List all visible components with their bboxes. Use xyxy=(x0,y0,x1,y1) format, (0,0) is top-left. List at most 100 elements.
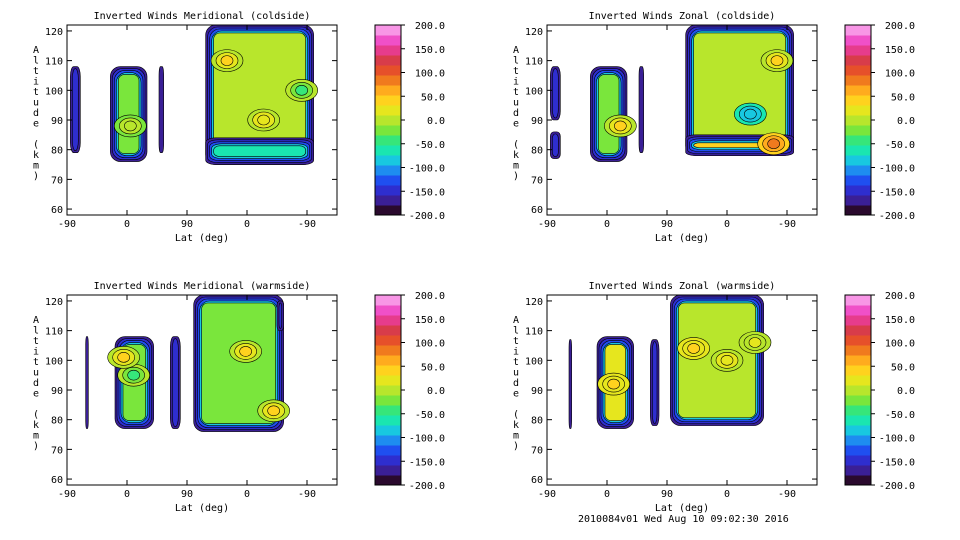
colorbar: 200.0 150.0 100.0 50.0 0.0 -50.0 -100.0 -150.0 -… xyxy=(374,21,445,222)
y-axis-label-char: i xyxy=(33,77,39,88)
chart-panel-4: Inverted Winds Zonal (warmside) 60 70 80 90 1… xyxy=(513,281,915,514)
y-tick-label: 110 xyxy=(45,57,63,68)
colorbar-band xyxy=(375,45,401,56)
contour-line xyxy=(767,138,780,150)
y-axis-label-char: u xyxy=(33,368,39,379)
colorbar-tick-label: -50.0 xyxy=(415,140,445,151)
colorbar-band xyxy=(375,115,401,126)
y-tick-label: 60 xyxy=(531,205,543,216)
y-tick-label: 120 xyxy=(45,27,63,38)
footer-timestamp: 2010084v01 Wed Aug 10 09:02:30 2016 xyxy=(578,514,789,525)
y-axis-label-char: t xyxy=(33,87,39,98)
y-axis-label-char: t xyxy=(513,336,519,347)
colorbar-band xyxy=(375,95,401,106)
colorbar-tick-label: 50.0 xyxy=(421,92,445,103)
y-axis-label-char: k xyxy=(33,150,39,161)
chart-title: Inverted Winds Zonal (warmside) xyxy=(589,281,776,292)
y-axis-label-char: i xyxy=(513,347,519,358)
x-axis-label: Lat (deg) xyxy=(175,503,229,514)
y-tick-label: 60 xyxy=(51,475,63,486)
colorbar-band xyxy=(375,455,401,466)
y-axis-label-char: t xyxy=(33,66,39,77)
colorbar-band xyxy=(845,365,871,376)
y-axis-label-char: e xyxy=(33,119,39,130)
colorbar-band xyxy=(845,345,871,356)
colorbar-tick-label: 50.0 xyxy=(891,362,915,373)
colorbar-tick-label: 0.0 xyxy=(427,386,445,397)
colorbar-tick-label: -100.0 xyxy=(409,434,445,445)
contour-region xyxy=(590,66,628,162)
contour-line xyxy=(744,108,757,120)
x-tick-label: -90 xyxy=(298,219,316,230)
contour-region xyxy=(650,339,660,426)
chart-title: Inverted Winds Zonal (coldside) xyxy=(589,11,776,22)
contour-region xyxy=(205,137,314,165)
colorbar-tick-label: -100.0 xyxy=(409,164,445,175)
y-axis-label-char: e xyxy=(513,119,519,130)
x-tick-label: 0 xyxy=(724,489,730,500)
contour-band xyxy=(638,66,644,153)
colorbar-band xyxy=(375,415,401,426)
colorbar-band xyxy=(845,335,871,346)
y-axis-label-char: m xyxy=(513,161,519,172)
contour-band xyxy=(85,336,89,429)
contour-region xyxy=(158,66,164,153)
contour-region xyxy=(550,66,561,121)
y-axis-label-char: e xyxy=(513,389,519,400)
x-tick-label: -90 xyxy=(538,489,556,500)
y-axis-label-char: ) xyxy=(513,171,519,182)
y-tick-label: 70 xyxy=(51,175,63,186)
x-tick-label: -90 xyxy=(778,219,796,230)
colorbar-tick-label: -200.0 xyxy=(409,211,445,222)
colorbar-tick-label: 0.0 xyxy=(427,116,445,127)
x-tick-label: 90 xyxy=(661,219,673,230)
colorbar-tick-label: -150.0 xyxy=(879,187,915,198)
colorbar-band xyxy=(845,85,871,96)
contour-hotspot xyxy=(677,337,710,360)
contour-line xyxy=(124,120,137,132)
colorbar-band xyxy=(375,325,401,336)
colorbar-band xyxy=(845,385,871,396)
contour-region xyxy=(110,66,148,162)
colorbar-tick-label: 0.0 xyxy=(897,116,915,127)
contour-band xyxy=(652,341,658,424)
contour-band xyxy=(552,133,559,157)
y-axis-label-char: t xyxy=(33,336,39,347)
contour-band xyxy=(201,302,276,424)
colorbar-band xyxy=(375,55,401,66)
colorbar-band xyxy=(845,155,871,166)
x-tick-label: 90 xyxy=(661,489,673,500)
contour-hotspot xyxy=(738,331,772,354)
contour-line xyxy=(614,120,627,132)
contour-hotspot xyxy=(734,102,767,126)
colorbar-band xyxy=(845,175,871,186)
colorbar-tick-label: 100.0 xyxy=(885,69,915,80)
y-tick-label: 60 xyxy=(51,205,63,216)
y-tick-label: 100 xyxy=(525,86,543,97)
contour-hotspot xyxy=(210,49,244,72)
colorbar-band xyxy=(845,65,871,76)
y-tick-label: 110 xyxy=(525,57,543,68)
contour-band xyxy=(118,74,140,154)
y-tick-label: 110 xyxy=(45,327,63,338)
contour-hotspot xyxy=(285,79,318,102)
y-axis-label-char: m xyxy=(513,431,519,442)
contour-band xyxy=(278,302,282,329)
y-tick-label: 100 xyxy=(45,356,63,367)
y-axis-label-char: ) xyxy=(33,171,39,182)
contour-line xyxy=(267,405,280,417)
chart-title: Inverted Winds Meridional (coldside) xyxy=(94,11,311,22)
y-axis-label-char: t xyxy=(33,357,39,368)
y-axis-label-char: k xyxy=(33,420,39,431)
colorbar-band xyxy=(375,155,401,166)
colorbar-band xyxy=(845,45,871,56)
contour-line xyxy=(127,369,140,381)
y-tick-label: 60 xyxy=(531,475,543,486)
x-tick-label: -90 xyxy=(778,489,796,500)
x-axis-label: Lat (deg) xyxy=(655,233,709,244)
contour-band xyxy=(598,74,620,154)
colorbar-band xyxy=(375,395,401,406)
colorbar-band xyxy=(845,315,871,326)
